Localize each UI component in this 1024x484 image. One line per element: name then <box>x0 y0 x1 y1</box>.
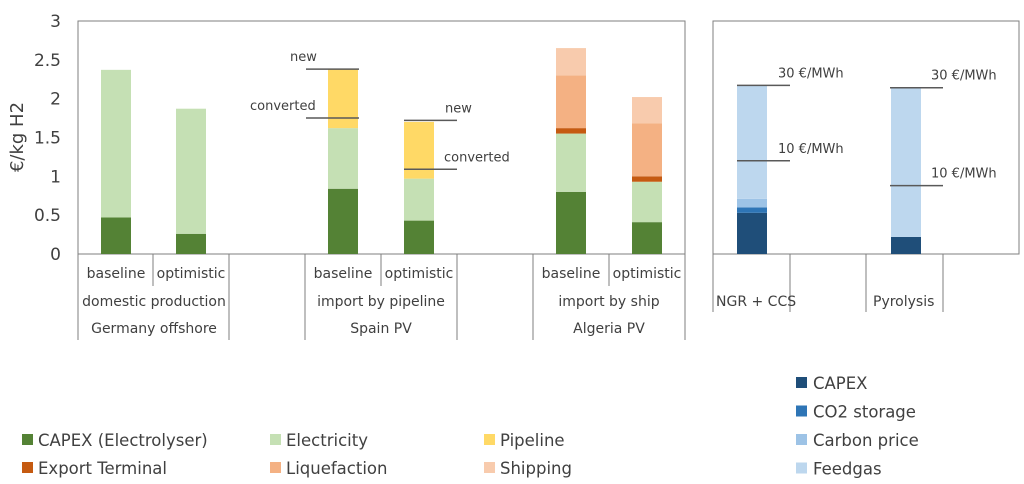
bar-label: baseline <box>314 266 373 282</box>
legend-label: Pipeline <box>500 431 565 450</box>
region-label: Spain PV <box>350 321 412 337</box>
bar-segment <box>737 198 767 208</box>
chart-frames <box>77 20 1020 255</box>
y-tick-label: 2.5 <box>34 51 61 71</box>
legend-swatch <box>22 434 33 445</box>
legend-swatch <box>796 405 807 417</box>
legend-swatch <box>270 462 281 473</box>
y-tick-label: 1.5 <box>34 128 61 148</box>
annotation-label: converted <box>444 150 510 165</box>
bar-segment <box>101 217 131 254</box>
y-tick-label: 3 <box>50 12 61 32</box>
annotation-label: new <box>290 50 317 65</box>
legend-swatch <box>796 434 807 445</box>
bar-segment <box>176 108 206 234</box>
legend-label: Feedgas <box>813 460 882 479</box>
bar-segment <box>632 123 662 177</box>
legend-swatch <box>270 434 281 445</box>
y-axis-ticks: 0 0.5 1 1.5 2 2.5 3 <box>34 12 61 265</box>
bar-segment <box>556 133 586 192</box>
bar-label: baseline <box>542 266 601 282</box>
annotation-label: 30 €/MWh <box>778 66 844 81</box>
legend-electrolysis: CAPEX (Electrolyser) Electricity Pipeline E… <box>22 431 572 478</box>
bar-segment <box>632 97 662 124</box>
legend-label: CAPEX <box>813 374 868 393</box>
y-tick-label: 0 <box>50 245 61 265</box>
right-bars <box>737 85 921 254</box>
legend-swatch <box>484 462 495 473</box>
legend-natural-gas: CAPEX CO2 storage Carbon price Feedgas <box>796 374 919 479</box>
bar-segment <box>556 128 586 134</box>
left-plot-frame <box>77 20 686 255</box>
region-label: Germany offshore <box>91 321 217 337</box>
left-bars <box>101 48 662 254</box>
y-tick-label: 1 <box>50 167 61 187</box>
bar-segment <box>632 222 662 254</box>
legend-label: Export Terminal <box>38 459 167 478</box>
bar-segment <box>891 87 921 237</box>
bar-label: optimistic <box>157 266 226 282</box>
bar-segment <box>404 121 434 179</box>
legend-label: CAPEX (Electrolyser) <box>38 431 208 450</box>
annotation-label: new <box>445 101 472 116</box>
bar-segment <box>556 75 586 129</box>
bar-label: NGR + CCS <box>716 294 796 310</box>
legend-swatch <box>484 434 495 445</box>
bar-segment <box>404 178 434 221</box>
y-axis-title: €/kg H2 <box>7 102 28 172</box>
annotation-label: 10 €/MWh <box>778 142 844 157</box>
bar-segment <box>404 220 434 254</box>
annotation-label: 30 €/MWh <box>931 69 997 84</box>
legend-swatch <box>796 377 807 388</box>
bar-label: baseline <box>87 266 146 282</box>
category-axis: baseline optimistic baseline optimistic base… <box>77 254 944 340</box>
bar-segment <box>737 85 767 199</box>
legend-label: Electricity <box>286 431 368 450</box>
bar-segment <box>328 128 358 189</box>
bar-segment <box>328 69 358 129</box>
group-label: import by ship <box>558 294 659 310</box>
annotations: new converted new converted 30 €/MWh 10 €/MWh… <box>250 50 997 187</box>
annotation-label: 10 €/MWh <box>931 167 997 182</box>
legend-label: Shipping <box>500 459 572 478</box>
legend-swatch <box>22 462 33 473</box>
group-label: domestic production <box>82 294 226 310</box>
bar-label: Pyrolysis <box>873 294 934 310</box>
bar-segment <box>328 188 358 254</box>
y-tick-label: 0.5 <box>34 206 61 226</box>
bar-segment <box>737 207 767 213</box>
y-tick-label: 2 <box>50 90 61 110</box>
region-label: Algeria PV <box>573 321 645 337</box>
bar-segment <box>556 48 586 76</box>
bar-segment <box>556 191 586 254</box>
annotation-label: converted <box>250 99 316 114</box>
legend-label: Carbon price <box>813 431 919 450</box>
bar-segment <box>891 236 921 254</box>
group-label: import by pipeline <box>317 294 445 310</box>
bar-segment <box>632 181 662 223</box>
bar-label: optimistic <box>385 266 454 282</box>
bar-segment <box>101 69 131 218</box>
bar-segment <box>632 176 662 182</box>
legend-label: Liquefaction <box>286 459 387 478</box>
legend-swatch <box>796 462 807 474</box>
bar-segment <box>737 212 767 254</box>
legend-label: CO2 storage <box>813 403 916 422</box>
bar-label: optimistic <box>613 266 682 282</box>
bar-segment <box>176 233 206 254</box>
